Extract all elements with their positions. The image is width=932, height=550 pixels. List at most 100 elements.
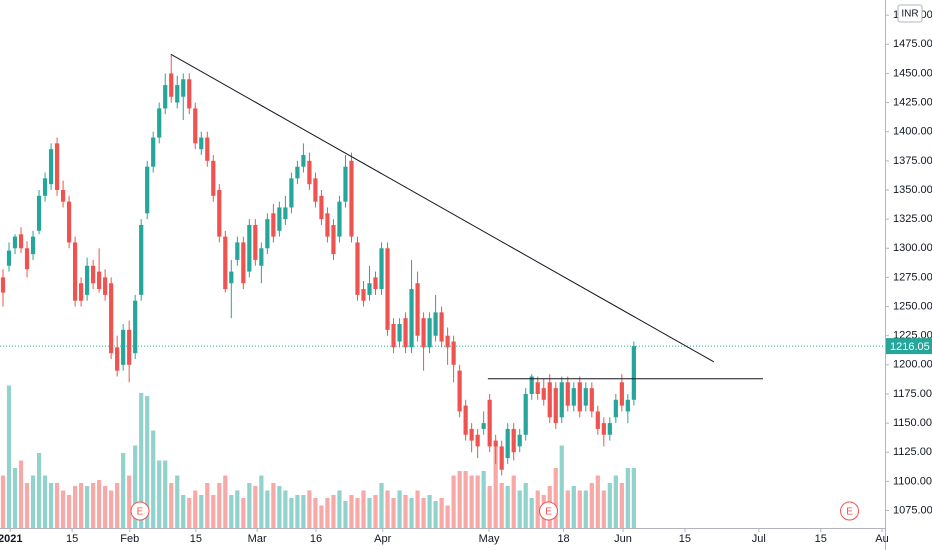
volume-bar [79,483,84,528]
y-tick-label: 1300.00 [893,242,932,254]
y-tick-label: 1150.00 [893,417,932,429]
candle-body [199,137,204,150]
candle-body [583,388,588,406]
candle-body [511,428,516,453]
volume-bar [48,483,54,528]
volume-bar [247,483,252,528]
y-tick-label: 1125.00 [893,446,932,458]
x-tick-label: 18 [557,533,569,545]
y-tick-label: 1100.00 [893,475,932,487]
volume-bar [259,475,264,528]
candle-body [151,137,156,167]
candle-body [529,376,534,394]
last-price-label: 1216.05 [890,341,930,353]
volume-bar [577,490,582,528]
y-tick-label: 1075.00 [893,504,932,516]
volume-bar [403,495,408,528]
volume-bar [223,475,228,528]
volume-bar [631,468,636,528]
candle-body [271,213,276,237]
candle-body [181,79,186,97]
candle-body [367,283,372,295]
volume-bar [355,498,360,528]
volume-bar [421,498,426,528]
candle-body [397,324,402,342]
volume-bar [313,498,318,528]
y-tick-label: 1275.00 [893,271,932,283]
candle-body [403,318,408,348]
candle-body [97,271,102,290]
earnings-label: E [545,507,552,518]
candle-body [319,195,324,220]
volume-bar [427,495,432,528]
candle-body [91,265,96,284]
candle-body [253,224,258,260]
candle-body [0,277,6,293]
candle-body [487,399,492,447]
candle-body [343,166,348,202]
candle-body [48,149,54,185]
volume-bar [493,445,498,528]
candle-body [415,283,420,336]
x-tick-label: Jun [614,533,632,545]
candle-body [589,388,594,412]
y-tick-label: 1250.00 [893,300,932,312]
candle-body [235,242,240,260]
candle-body [547,382,552,418]
candle-body [30,236,36,255]
volume-bar [457,471,462,528]
volume-bar [109,490,114,528]
volume-bar [439,498,444,528]
y-tick-label: 1175.00 [893,388,932,400]
y-tick-label: 1400.00 [893,126,932,138]
candle-body [175,85,180,103]
volume-bar [481,471,486,528]
earnings-marker [840,501,860,521]
y-tick-label: 1375.00 [893,155,932,167]
volume-bar [565,490,570,528]
volume-bar [505,486,510,528]
x-tick-label: Mar [248,533,267,545]
volume-bar [283,490,288,528]
earnings-label: E [846,507,853,518]
candle-body [607,423,612,435]
volume-bar [127,475,132,528]
candle-body [517,434,522,447]
volume-bar [499,483,504,528]
volume-bar [85,486,90,528]
volume-bar [463,471,468,528]
volume-bar [187,498,192,528]
volume-bar [265,490,270,528]
candle-body [553,388,558,424]
volume-bar [235,490,240,528]
candle-body [421,318,426,348]
volume-bar [349,495,354,528]
candle-body [79,283,84,301]
candle-body [139,224,144,295]
candle-body [409,289,414,348]
volume-bar [595,475,600,528]
candle-body [36,195,42,231]
x-tick-label: 15 [190,533,202,545]
candle-body [355,242,360,295]
volume-bar [66,495,72,528]
candle-body [631,346,636,400]
candle-body [361,289,366,301]
currency-box [897,4,923,23]
candle-body [115,347,120,371]
volume-bar [12,468,18,528]
volume-bar [337,490,342,528]
volume-bar [559,445,564,528]
volume-bar [163,460,168,528]
volume-bar [271,483,276,528]
y-tick-label: 1200.00 [893,359,932,371]
candle-body [103,277,108,295]
candle-body [301,155,306,167]
candle-body [259,248,264,266]
volume-bar [115,483,120,528]
volume-bar [42,475,48,528]
candle-body [121,329,126,365]
candle-body [559,382,564,418]
y-tick-label: 1475.00 [893,38,932,50]
volume-bar [385,490,390,528]
